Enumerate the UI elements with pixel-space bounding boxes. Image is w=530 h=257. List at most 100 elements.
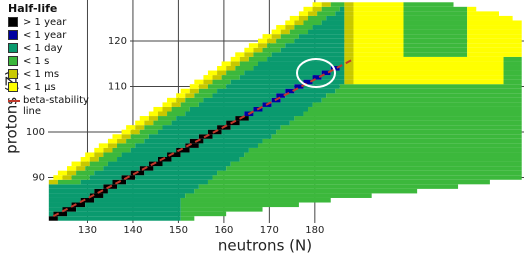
x-tick-label: 130 (78, 225, 97, 236)
nuclide-cells (157, 157, 172, 162)
x-tick-label: 150 (169, 225, 188, 236)
nuclide-cells (271, 29, 281, 35)
nuclide-cells (294, 88, 336, 94)
nuclide-cells (280, 125, 522, 130)
nuclide-cells (135, 120, 145, 126)
nuclide-cells (153, 106, 163, 112)
nuclide-cells (344, 79, 354, 85)
nuclide-cells (171, 106, 190, 112)
nuclide-cells (130, 147, 177, 153)
nuclide-cells (157, 111, 168, 117)
nuclide-cells (98, 143, 108, 148)
nuclide-cells (248, 116, 295, 121)
nuclide-cells (344, 70, 354, 76)
nuclide-cells (326, 93, 522, 98)
nuclide-cells (271, 102, 313, 107)
nuclide-cells (48, 188, 95, 194)
nuclide-cells (244, 52, 254, 57)
nuclide-cells (280, 97, 322, 103)
nuclide-cells (48, 207, 63, 212)
nuclide-cells (103, 147, 113, 153)
nuclide-cells (339, 65, 345, 71)
legend-dash (8, 100, 20, 102)
nuclide-cells (467, 38, 522, 44)
nuclide-cells (198, 84, 208, 89)
nuclide-cells (271, 134, 522, 139)
nuclide-cells (344, 2, 354, 7)
nuclide-cells (198, 88, 218, 94)
nuclide-cells (321, 20, 345, 26)
nuclide-cells (162, 102, 172, 107)
nuclide-cells (139, 129, 158, 135)
nuclide-cells (130, 129, 140, 135)
nuclide-cells (403, 2, 454, 7)
nuclide-cells (198, 143, 258, 148)
nuclide-cells (148, 161, 163, 167)
nuclide-cells (121, 152, 168, 158)
nuclide-cells (162, 106, 172, 112)
nuclide-cells (153, 166, 227, 171)
nuclide-cells (230, 161, 522, 167)
nuclide-cells (212, 75, 222, 80)
nuclide-cells (217, 170, 522, 176)
nuclide-cells (239, 61, 258, 66)
nuclide-cells (198, 184, 459, 189)
nuclide-cells (303, 6, 313, 12)
nuclide-cells (353, 79, 504, 85)
beta-stability-line (52, 58, 354, 218)
nuclide-cells (285, 88, 295, 94)
nuclide-cells (271, 34, 281, 39)
nuclide-cells (230, 61, 240, 66)
nuclide-cells (189, 88, 199, 94)
nuclide-cells (139, 116, 149, 121)
legend-item: < 1 ms (8, 69, 90, 82)
nuclide-cells (144, 170, 218, 176)
nuclide-cells (121, 134, 131, 139)
nuclide-cells (353, 70, 504, 76)
legend-item: < 1 µs (8, 82, 90, 95)
nuclide-cells (312, 2, 322, 7)
nuclide-cells (339, 6, 345, 12)
nuclide-cells (217, 65, 227, 71)
nuclide-cells (194, 79, 204, 85)
nuclide-cells (53, 175, 63, 180)
nuclide-cells (148, 116, 158, 121)
nuclide-cells (403, 11, 468, 16)
nuclide-cells (262, 106, 309, 112)
nuclide-cells (344, 15, 354, 21)
nuclide-cells (403, 43, 468, 48)
nuclide-cells (353, 43, 404, 48)
nuclide-cells (57, 179, 81, 185)
nuclide-cells (212, 93, 277, 98)
nuclide-cells (257, 38, 268, 44)
nuclide-cells (503, 65, 522, 71)
nuclide-cells (180, 207, 263, 212)
nuclide-cells (308, 11, 318, 16)
nuclide-cells (503, 79, 522, 85)
nuclide-cells (353, 56, 504, 62)
nuclide-cells (344, 34, 354, 39)
x-tick-label: 160 (214, 225, 233, 236)
nuclide-cells (467, 34, 522, 39)
nuclide-cells (344, 38, 354, 44)
nuclide-cells (317, 11, 336, 16)
nuclide-cells (203, 97, 272, 103)
nuclide-cells (117, 138, 127, 144)
nuclide-cells (126, 138, 145, 144)
nuclide-cells (148, 134, 199, 139)
nuclide-cells (308, 29, 345, 35)
nuclide-cells (48, 216, 58, 221)
nuclide-cells (62, 175, 72, 180)
nuclide-cells (226, 166, 522, 171)
nuclide-cells (167, 111, 186, 117)
nuclide-cells (403, 20, 468, 26)
nuclide-cells (262, 47, 281, 53)
nuclide-cells (330, 70, 345, 76)
nuclide-cells (185, 97, 204, 103)
nuclide-cells (71, 202, 86, 208)
nuclide-cells (503, 61, 522, 66)
legend: Half-life > 1 year < 1 year < 1 day < 1 s < … (8, 2, 90, 117)
x-axis-title: neutrons (N) (218, 237, 312, 255)
nuclide-cells (326, 15, 345, 21)
nuclide-cells (285, 20, 295, 26)
